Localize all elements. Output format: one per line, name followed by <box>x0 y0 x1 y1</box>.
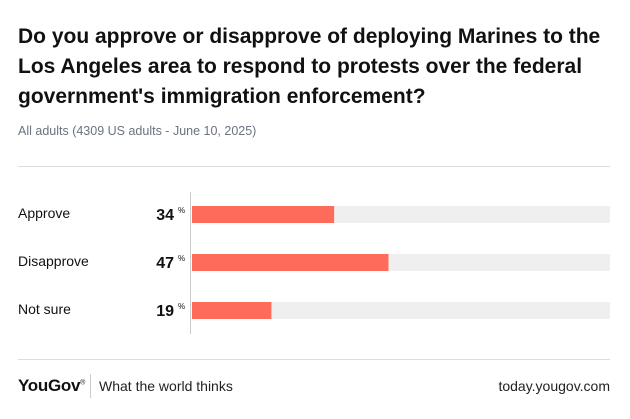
bar-row: Approve 34% <box>18 205 610 224</box>
bar-row: Disapprove 47% <box>18 253 610 272</box>
chart-subtitle: All adults (4309 US adults - June 10, 20… <box>18 124 257 138</box>
bar-track <box>192 302 610 319</box>
bar <box>192 254 389 271</box>
chart-title: Do you approve or disapprove of deployin… <box>18 25 601 108</box>
category-label: Approve <box>18 205 70 221</box>
bottom-divider <box>18 359 610 360</box>
yougov-logo[interactable]: YouGov® <box>18 376 85 395</box>
bar <box>192 206 335 223</box>
unit-label: % <box>178 302 185 311</box>
category-label: Not sure <box>18 301 71 317</box>
value-label: 19 <box>156 303 174 320</box>
value-label: 47 <box>156 255 174 272</box>
unit-label: % <box>178 254 185 263</box>
unit-label: % <box>178 206 185 215</box>
footer-separator <box>90 374 91 398</box>
top-divider <box>18 166 610 167</box>
footer-url-link[interactable]: today.yougov.com <box>498 378 610 394</box>
bar <box>192 302 272 319</box>
category-label: Disapprove <box>18 253 89 269</box>
footer-tagline: What the world thinks <box>99 378 233 394</box>
bar-row: Not sure 19% <box>18 301 610 320</box>
value-label: 34 <box>156 207 174 224</box>
